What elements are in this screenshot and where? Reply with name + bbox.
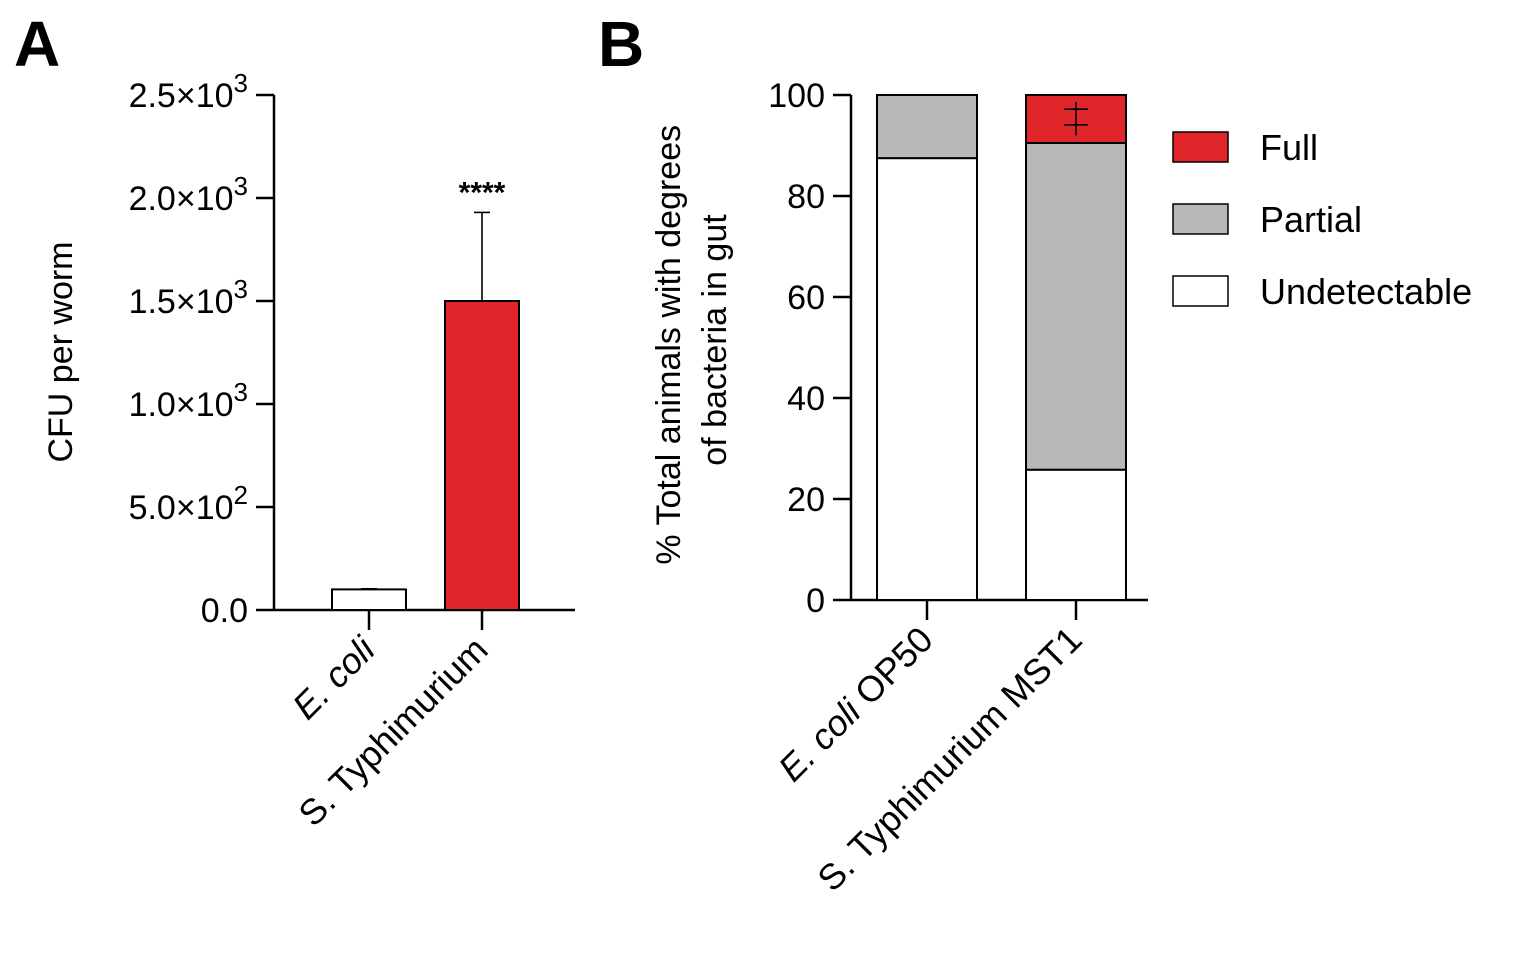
panel-a-x-tick-label-italic: E. coli — [284, 628, 383, 727]
panel-a-y-tick-exponent: 3 — [234, 68, 248, 98]
panel-b-y-axis-title-line-1: % Total animals with degrees — [650, 125, 688, 565]
panel-a-y-tick-label: 2.0×103 — [129, 171, 248, 218]
panel-a-y-tick-mantissa: 5.0×10 — [129, 489, 234, 527]
panel-a-y-tick-exponent: 3 — [234, 274, 248, 304]
panel-a-bar — [331, 588, 407, 612]
panel-a-y-tick-label: 1.5×103 — [129, 274, 248, 321]
panel-a-y-axis-title: CFU per worm — [42, 241, 80, 462]
panel-a-x-tick-label-text: S. Typhimurium — [290, 629, 495, 834]
panel-a-chart: 0.05.0×1021.0×1031.5×1032.0×1032.5×103E.… — [42, 68, 575, 834]
panel-b-bar-undetectable — [876, 157, 978, 601]
panel-b-y-tick-label: 80 — [787, 178, 825, 216]
legend-label-partial: Partial — [1260, 199, 1362, 240]
panel-b-x-tick-label-text: S. Typhimurium MST1 — [809, 619, 1089, 899]
panel-a-significance-label: **** — [459, 176, 506, 209]
panel-a-y-tick-label: 2.5×103 — [129, 68, 248, 115]
panel-a-y-tick-exponent: 3 — [234, 377, 248, 407]
panel-a-x-tick-label: E. coli — [284, 628, 383, 727]
panel-a-x-tick-label: S. Typhimurium — [290, 629, 495, 834]
panel-a-y-tick-mantissa: 1.5×10 — [129, 283, 234, 321]
panel-b-y-axis-title: % Total animals with degrees of bacteria… — [650, 115, 734, 564]
panel-a-bar — [444, 300, 520, 611]
panel-b-bars — [876, 94, 1127, 601]
panel-b-bar-partial — [876, 94, 978, 160]
panel-a-bars: **** — [331, 176, 520, 612]
panel-a-y-tick-mantissa: 0.0 — [201, 592, 248, 630]
legend-swatch-partial — [1172, 203, 1229, 235]
legend-label-undetectable: Undetectable — [1260, 271, 1472, 312]
panel-b-y-tick-label: 60 — [787, 279, 825, 317]
panel-b-bar-partial — [1025, 141, 1127, 471]
panel-a-y-tick-label: 0.0 — [201, 592, 248, 630]
panel-a-y-tick-label: 1.0×103 — [129, 377, 248, 424]
panel-b-y-tick-label: 0 — [806, 582, 825, 620]
panel-b-bar-undetectable — [1025, 468, 1127, 601]
panel-b-label: B — [598, 8, 644, 80]
panel-b-y-tick-label: 100 — [768, 77, 825, 115]
panel-a-y-tick-mantissa: 2.5×10 — [129, 77, 234, 115]
panel-b-y-axis-title-line-2: of bacteria in gut — [696, 214, 734, 466]
panel-b-x-tick-label: S. Typhimurium MST1 — [809, 619, 1089, 899]
legend-swatch-undetectable — [1172, 275, 1229, 307]
panel-a-y-tick-label: 5.0×102 — [129, 480, 248, 527]
panel-a-y-tick-exponent: 2 — [234, 480, 248, 510]
panel-a-y-tick-exponent: 3 — [234, 171, 248, 201]
panel-b-y-tick-label: 40 — [787, 380, 825, 418]
legend-swatch-full — [1172, 131, 1229, 163]
panel-a-y-tick-mantissa: 2.0×10 — [129, 180, 234, 218]
panel-a-y-tick-mantissa: 1.0×10 — [129, 386, 234, 424]
panel-a-label: A — [14, 8, 60, 80]
panel-b-legend: Full Partial Undetectable — [1172, 127, 1472, 312]
panel-b-x-tick-label-text: OP50 — [839, 619, 940, 720]
panel-b-y-tick-label: 20 — [787, 481, 825, 519]
legend-label-full: Full — [1260, 127, 1318, 168]
